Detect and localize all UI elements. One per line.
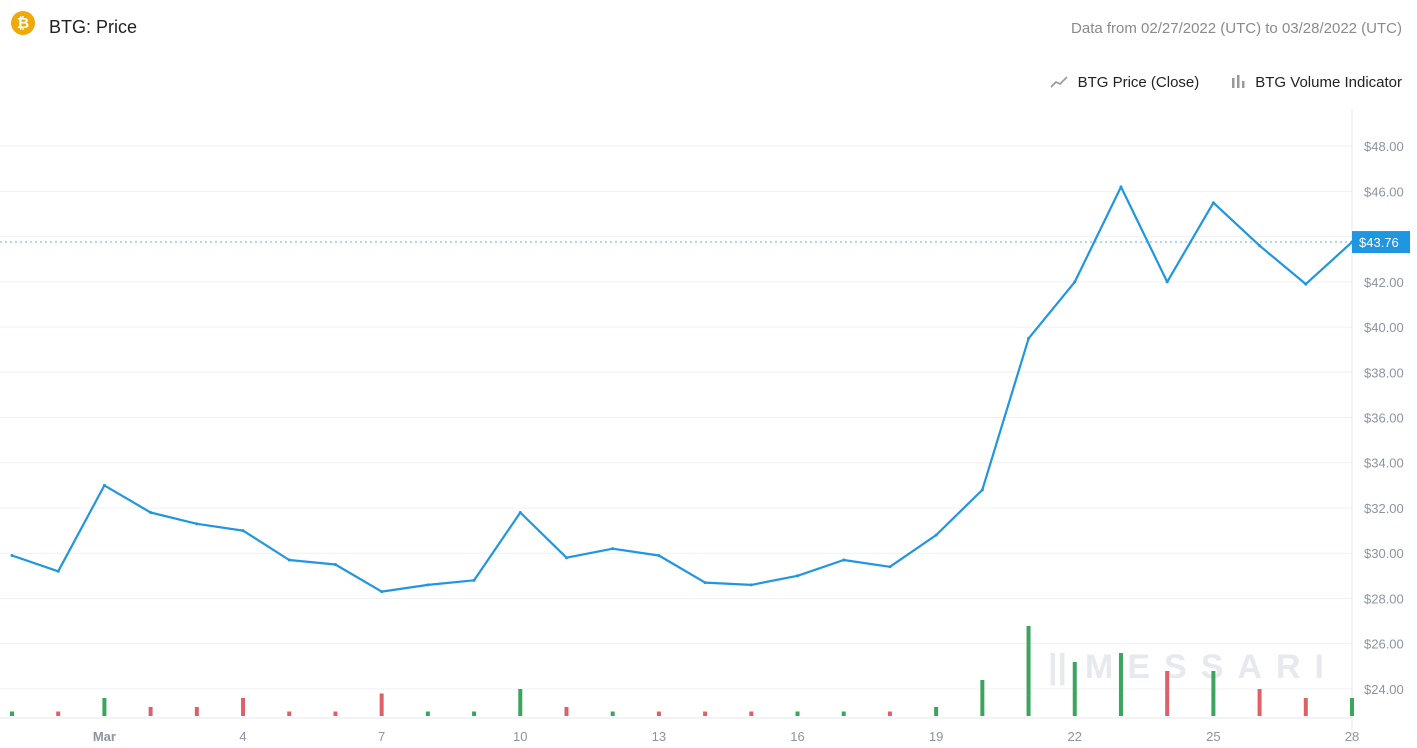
volume-bar xyxy=(1211,671,1216,716)
y-tick-label: $40.00 xyxy=(1364,320,1404,335)
y-tick-label: $42.00 xyxy=(1364,275,1404,290)
volume-bar xyxy=(795,711,800,716)
chart-legend: BTG Price (Close) BTG Volume Indicator xyxy=(1050,74,1402,91)
y-tick-label: $46.00 xyxy=(1364,184,1404,199)
x-tick-label: 19 xyxy=(929,729,943,744)
y-tick-label: $38.00 xyxy=(1364,365,1404,380)
x-tick-label: 4 xyxy=(239,729,246,744)
x-tick-label: 10 xyxy=(513,729,527,744)
bar-chart-icon xyxy=(1231,74,1245,91)
volume-bar xyxy=(656,711,661,716)
legend-item-volume[interactable]: BTG Volume Indicator xyxy=(1231,74,1402,91)
price-point xyxy=(472,578,476,582)
price-point xyxy=(749,583,753,587)
price-point xyxy=(934,533,938,537)
price-point xyxy=(842,558,846,562)
x-tick-label: 25 xyxy=(1206,729,1220,744)
volume-bar xyxy=(148,707,153,716)
legend-volume-label: BTG Volume Indicator xyxy=(1255,74,1402,91)
volume-bar xyxy=(1072,662,1077,716)
price-point xyxy=(1211,201,1215,205)
price-point xyxy=(518,510,522,514)
watermark-mark: || xyxy=(1048,648,1068,686)
volume-bar xyxy=(194,707,199,716)
volume-bar xyxy=(841,711,846,716)
volume-bar xyxy=(887,711,892,716)
x-tick-label: 13 xyxy=(652,729,666,744)
y-tick-label: $28.00 xyxy=(1364,591,1404,606)
price-point xyxy=(1119,185,1123,189)
y-tick-label: $34.00 xyxy=(1364,456,1404,471)
chart-header: ₿ BTG: Price Data from 02/27/2022 (UTC) … xyxy=(0,0,1417,56)
x-tick-label: Mar xyxy=(93,729,116,744)
volume-bar xyxy=(749,711,754,716)
price-point xyxy=(888,565,892,569)
y-tick-label: $36.00 xyxy=(1364,411,1404,426)
volume-bar xyxy=(333,711,338,716)
volume-bar xyxy=(425,711,430,716)
volume-bar xyxy=(1026,626,1031,716)
volume-bar xyxy=(1303,698,1308,716)
volume-bar xyxy=(980,680,985,716)
price-point xyxy=(1027,336,1031,340)
volume-bar xyxy=(472,711,477,716)
volume-bar xyxy=(102,698,107,716)
y-tick-label: $30.00 xyxy=(1364,546,1404,561)
page-title: BTG: Price xyxy=(49,17,138,37)
price-point xyxy=(10,553,14,557)
x-tick-label: 22 xyxy=(1068,729,1082,744)
volume-bar xyxy=(241,698,246,716)
price-point xyxy=(703,581,707,585)
volume-bar xyxy=(934,707,939,716)
volume-bar xyxy=(56,711,61,716)
watermark-text: MESSARI xyxy=(1085,648,1338,686)
price-point xyxy=(241,529,245,533)
volume-bar xyxy=(10,711,14,716)
y-tick-label: $48.00 xyxy=(1364,139,1404,154)
y-tick-label: $26.00 xyxy=(1364,637,1404,652)
volume-bar xyxy=(1165,671,1170,716)
volume-bar xyxy=(518,689,523,716)
price-point xyxy=(56,569,60,573)
price-line xyxy=(11,185,1353,593)
legend-item-price[interactable]: BTG Price (Close) xyxy=(1050,74,1200,91)
price-point xyxy=(149,510,153,514)
date-range: Data from 02/27/2022 (UTC) to 03/28/2022… xyxy=(1071,20,1402,37)
x-tick-label: 16 xyxy=(790,729,804,744)
price-point xyxy=(611,547,615,551)
price-point xyxy=(1165,280,1169,284)
volume-bar xyxy=(287,711,292,716)
price-point xyxy=(380,590,384,594)
x-tick-label: 28 xyxy=(1345,729,1359,744)
volume-bar xyxy=(379,693,384,716)
line-chart-icon xyxy=(1050,75,1068,91)
volume-bar xyxy=(610,711,615,716)
price-point xyxy=(657,553,661,557)
price-point xyxy=(426,583,430,587)
y-tick-label: $24.00 xyxy=(1364,682,1404,697)
price-point xyxy=(1304,282,1308,286)
price-point xyxy=(1073,280,1077,284)
price-point xyxy=(796,574,800,578)
volume-bar xyxy=(564,707,569,716)
price-point xyxy=(980,488,984,492)
price-point xyxy=(195,522,199,526)
x-tick-label: 7 xyxy=(378,729,385,744)
y-tick-label: $32.00 xyxy=(1364,501,1404,516)
price-point xyxy=(564,556,568,560)
legend-price-label: BTG Price (Close) xyxy=(1077,74,1200,91)
messari-watermark: || MESSARI xyxy=(1048,648,1338,687)
bitcoin-gold-icon: ₿ xyxy=(11,11,35,35)
volume-bar xyxy=(1350,698,1354,716)
last-price-label: $43.76 xyxy=(1359,235,1399,250)
price-point xyxy=(1258,244,1262,248)
price-point xyxy=(102,483,106,487)
last-price-badge xyxy=(1352,231,1410,254)
price-point xyxy=(287,558,291,562)
price-point xyxy=(333,563,337,566)
volume-bar xyxy=(1118,653,1123,716)
volume-bar xyxy=(1257,689,1262,716)
volume-bar xyxy=(703,711,708,716)
